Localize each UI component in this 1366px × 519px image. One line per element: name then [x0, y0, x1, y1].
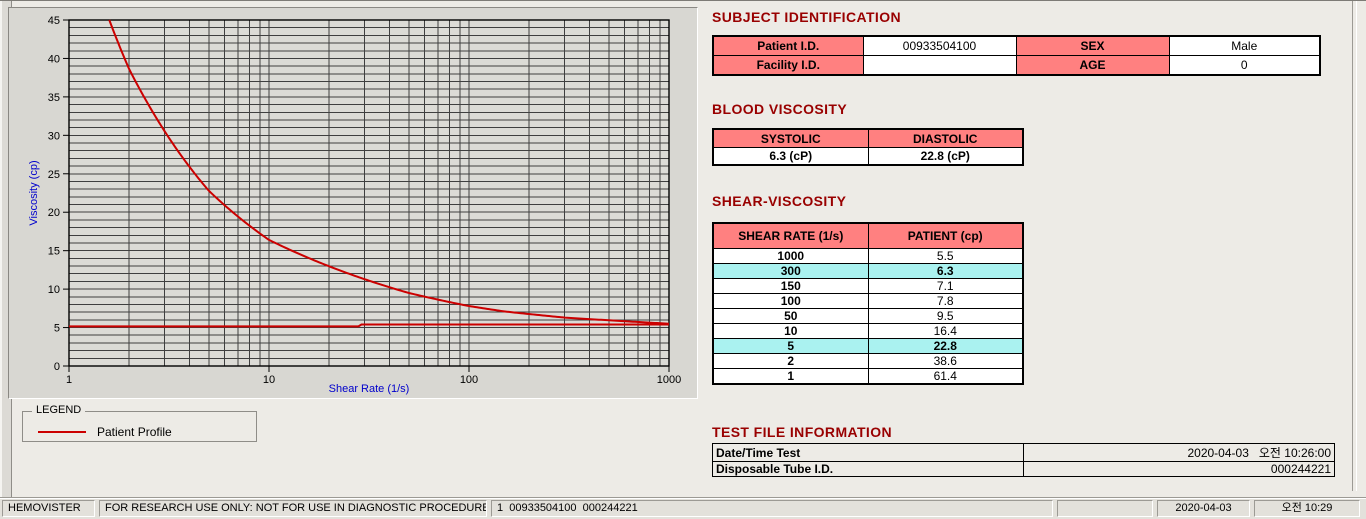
status-panel-6: 오전 10:29 [1254, 500, 1360, 517]
facility-id-label: Facility I.D. [712, 55, 864, 76]
shear-row: 2 38.6 [712, 353, 1024, 369]
y-axis-ticks: 0 5 10 15 20 25 30 35 40 45 [48, 15, 69, 373]
diastolic-header: DIASTOLIC [867, 128, 1024, 148]
patient-cp-cell: 5.5 [867, 248, 1024, 264]
shear-rate-cell: 100 [712, 293, 869, 309]
shear-row: 100 7.8 [712, 293, 1024, 309]
svg-text:15: 15 [48, 246, 60, 258]
patient-cp-cell: 6.3 [867, 263, 1024, 279]
patient-id-value: 00933504100 [862, 35, 1017, 56]
shear-row: 50 9.5 [712, 308, 1024, 324]
shear-row: 5 22.8 [712, 338, 1024, 354]
patient-cp-cell: 9.5 [867, 308, 1024, 324]
systolic-value: 6.3 (cP) [712, 147, 869, 166]
x-axis-ticks: 1 10 100 1000 [66, 366, 681, 386]
age-label: AGE [1015, 55, 1170, 76]
diastolic-value: 22.8 (cP) [867, 147, 1024, 166]
svg-text:20: 20 [48, 207, 60, 219]
table-row: 6.3 (cP) 22.8 (cP) [712, 147, 1024, 166]
shear-rate-cell: 1 [712, 368, 869, 385]
shear-rate-cell: 2 [712, 353, 869, 369]
window-right-groove [1352, 1, 1357, 491]
blood-viscosity-table: SYSTOLIC DIASTOLIC 6.3 (cP) 22.8 (cP) [712, 128, 1024, 166]
patient-cp-header: PATIENT (cp) [867, 222, 1024, 249]
status-panel-5: 2020-04-03 [1157, 500, 1250, 517]
svg-text:0: 0 [54, 361, 60, 373]
legend-entry-label: Patient Profile [97, 425, 172, 439]
facility-id-value [862, 55, 1017, 76]
series-baseline [69, 323, 669, 328]
patient-cp-cell: 61.4 [867, 368, 1024, 385]
shear-viscosity-title: SHEAR-VISCOSITY [712, 193, 847, 209]
shear-row: 10 16.4 [712, 323, 1024, 339]
patient-cp-cell: 16.4 [867, 323, 1024, 339]
sex-value: Male [1168, 35, 1321, 56]
age-value: 0 [1168, 55, 1321, 76]
subject-identification-title: SUBJECT IDENTIFICATION [712, 9, 901, 25]
svg-text:30: 30 [48, 130, 60, 142]
table-row: Patient I.D. 00933504100 SEX Male [712, 35, 1321, 56]
shear-viscosity-table: SHEAR RATE (1/s) PATIENT (cp) 1000 5.5 300… [712, 222, 1024, 385]
date-time-test-label: Date/Time Test [712, 443, 1024, 462]
svg-text:10: 10 [263, 374, 275, 386]
shear-rate-header: SHEAR RATE (1/s) [712, 222, 869, 249]
shear-row: 1000 5.5 [712, 248, 1024, 264]
table-header-row: SHEAR RATE (1/s) PATIENT (cp) [712, 222, 1024, 249]
legend-entry: Patient Profile [23, 425, 256, 439]
svg-text:10: 10 [48, 284, 60, 296]
shear-rate-cell: 5 [712, 338, 869, 354]
shear-rate-cell: 1000 [712, 248, 869, 264]
shear-rate-cell: 300 [712, 263, 869, 279]
table-row: Disposable Tube I.D. 000244221 [712, 461, 1335, 477]
shear-rate-cell: 150 [712, 278, 869, 294]
test-file-information-title: TEST FILE INFORMATION [712, 424, 893, 440]
status-panel-2: FOR RESEARCH USE ONLY: NOT FOR USE IN DI… [99, 500, 487, 517]
status-panel-3: 1 00933504100 000244221 [491, 500, 1053, 517]
shear-rate-cell: 50 [712, 308, 869, 324]
test-file-information-table: Date/Time Test 2020-04-03 오전 10:26:00 Di… [712, 443, 1335, 477]
shear-row: 150 7.1 [712, 278, 1024, 294]
disposable-tube-id-value: 000244221 [1023, 461, 1335, 477]
shear-row: 300 6.3 [712, 263, 1024, 279]
svg-text:40: 40 [48, 53, 60, 65]
svg-text:1000: 1000 [657, 374, 681, 386]
table-header-row: SYSTOLIC DIASTOLIC [712, 128, 1024, 148]
table-row: Date/Time Test 2020-04-03 오전 10:26:00 [712, 443, 1335, 462]
patient-cp-cell: 7.1 [867, 278, 1024, 294]
status-panel-1: HEMOVISTER [2, 500, 95, 517]
date-time-test-value: 2020-04-03 오전 10:26:00 [1023, 443, 1335, 462]
svg-text:25: 25 [48, 169, 60, 181]
x-axis-label: Shear Rate (1/s) [329, 383, 410, 395]
systolic-header: SYSTOLIC [712, 128, 869, 148]
patient-cp-cell: 7.8 [867, 293, 1024, 309]
shear-row: 1 61.4 [712, 368, 1024, 385]
blood-viscosity-title: BLOOD VISCOSITY [712, 101, 848, 117]
table-row: Facility I.D. AGE 0 [712, 55, 1321, 76]
sex-label: SEX [1015, 35, 1170, 56]
legend-box-title: LEGEND [32, 404, 86, 416]
status-panel-4 [1057, 500, 1153, 517]
patient-profile-line-sample [38, 431, 86, 433]
shear-viscosity-chart: 0 5 10 15 20 25 30 35 40 45 1 10 100 1000 Viscosity (c… [28, 15, 681, 395]
svg-text:35: 35 [48, 92, 60, 104]
svg-text:5: 5 [54, 323, 60, 335]
patient-id-label: Patient I.D. [712, 35, 864, 56]
legend-box: LEGEND Patient Profile [22, 404, 257, 442]
svg-text:100: 100 [460, 374, 478, 386]
subject-identification-table: Patient I.D. 00933504100 SEX Male Facili… [712, 35, 1321, 76]
svg-text:45: 45 [48, 15, 60, 27]
svg-text:1: 1 [66, 374, 72, 386]
plot-frame [68, 19, 670, 367]
plot-grid [69, 20, 669, 366]
y-axis-label: Viscosity (cp) [28, 160, 40, 225]
viscosity-chart-panel: 0 5 10 15 20 25 30 35 40 45 1 10 100 1000 Viscosity (c… [8, 7, 698, 399]
patient-cp-cell: 22.8 [867, 338, 1024, 354]
disposable-tube-id-label: Disposable Tube I.D. [712, 461, 1024, 477]
plot-background [69, 20, 669, 366]
status-bar: HEMOVISTER FOR RESEARCH USE ONLY: NOT FOR… [0, 497, 1366, 519]
shear-rate-cell: 10 [712, 323, 869, 339]
patient-cp-cell: 38.6 [867, 353, 1024, 369]
series-patient-profile [108, 19, 670, 325]
